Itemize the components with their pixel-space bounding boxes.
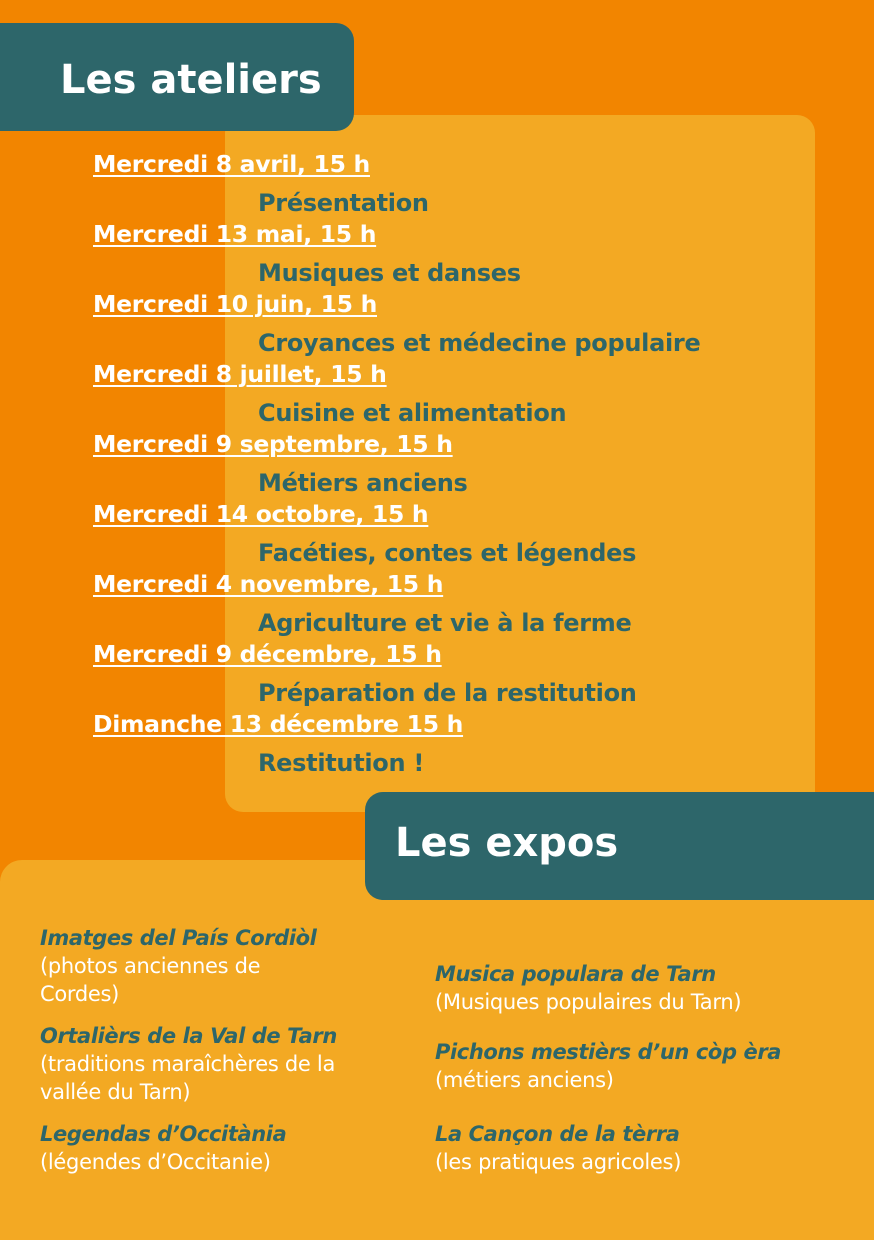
atelier-topic: Métiers anciens <box>258 469 468 497</box>
atelier-item: Mercredi 8 juillet, 15 h Cuisine et alime… <box>0 360 874 430</box>
atelier-item: Mercredi 9 décembre, 15 h Préparation de … <box>0 640 874 710</box>
atelier-date[interactable]: Mercredi 9 septembre, 15 h <box>93 430 453 458</box>
expo-title: La Cançon de la tèrra <box>435 1122 680 1146</box>
atelier-date[interactable]: Dimanche 13 décembre 15 h <box>93 710 464 738</box>
expo-description: (photos anciennes de Cordes) <box>40 954 261 1006</box>
atelier-item: Mercredi 14 octobre, 15 h Facéties, conte… <box>0 500 874 570</box>
atelier-date[interactable]: Mercredi 8 juillet, 15 h <box>93 360 387 388</box>
expo-item: La Cançon de la tèrra (les pratiques agri… <box>435 1120 865 1176</box>
atelier-topic: Musiques et danses <box>258 259 521 287</box>
expo-title: Musica populara de Tarn <box>435 962 716 986</box>
atelier-topic: Cuisine et alimentation <box>258 399 567 427</box>
atelier-topic: Croyances et médecine populaire <box>258 329 701 357</box>
atelier-item: Mercredi 10 juin, 15 h Croyances et médec… <box>0 290 874 360</box>
expo-title: Pichons mestièrs d’un còp èra <box>435 1040 782 1064</box>
atelier-item: Mercredi 13 mai, 15 h Musiques et danses <box>0 220 874 290</box>
atelier-date[interactable]: Mercredi 4 novembre, 15 h <box>93 570 444 598</box>
atelier-topic: Présentation <box>258 189 429 217</box>
atelier-item: Dimanche 13 décembre 15 h Restitution ! <box>0 710 874 780</box>
expo-title: Imatges del País Cordiòl <box>40 926 317 950</box>
expo-item: Ortalièrs de la Val de Tarn (traditions m… <box>40 1022 440 1106</box>
expo-item: Pichons mestièrs d’un còp èra (métiers an… <box>435 1038 865 1094</box>
expos-panel <box>0 860 874 1240</box>
atelier-item: Mercredi 8 avril, 15 h Présentation <box>0 150 874 220</box>
ateliers-heading: Les ateliers <box>0 23 354 131</box>
atelier-topic: Préparation de la restitution <box>258 679 637 707</box>
atelier-topic: Agriculture et vie à la ferme <box>258 609 632 637</box>
atelier-item: Mercredi 4 novembre, 15 h Agriculture et … <box>0 570 874 640</box>
expos-heading: Les expos <box>365 792 874 900</box>
atelier-date[interactable]: Mercredi 10 juin, 15 h <box>93 290 378 318</box>
expo-description: (traditions maraîchères de la vallée du … <box>40 1052 336 1104</box>
expo-description: (Musiques populaires du Tarn) <box>435 990 742 1014</box>
expo-description: (les pratiques agricoles) <box>435 1150 682 1174</box>
atelier-date[interactable]: Mercredi 14 octobre, 15 h <box>93 500 429 528</box>
expo-item: Imatges del País Cordiòl (photos ancienne… <box>40 924 440 1008</box>
expo-item: Musica populara de Tarn (Musiques populai… <box>435 960 865 1016</box>
expo-description: (légendes d’Occitanie) <box>40 1150 271 1174</box>
expo-title: Ortalièrs de la Val de Tarn <box>40 1024 337 1048</box>
atelier-topic: Restitution ! <box>258 749 424 777</box>
expo-title: Legendas d’Occitània <box>40 1122 287 1146</box>
atelier-topic: Facéties, contes et légendes <box>258 539 637 567</box>
atelier-date[interactable]: Mercredi 13 mai, 15 h <box>93 220 377 248</box>
ateliers-panel <box>225 115 815 812</box>
atelier-date[interactable]: Mercredi 8 avril, 15 h <box>93 150 370 178</box>
atelier-item: Mercredi 9 septembre, 15 h Métiers ancien… <box>0 430 874 500</box>
expo-description: (métiers anciens) <box>435 1068 614 1092</box>
atelier-date[interactable]: Mercredi 9 décembre, 15 h <box>93 640 442 668</box>
expo-item: Legendas d’Occitània (légendes d’Occitani… <box>40 1120 440 1176</box>
ateliers-list: Mercredi 8 avril, 15 h Présentation Mercr… <box>0 150 874 780</box>
